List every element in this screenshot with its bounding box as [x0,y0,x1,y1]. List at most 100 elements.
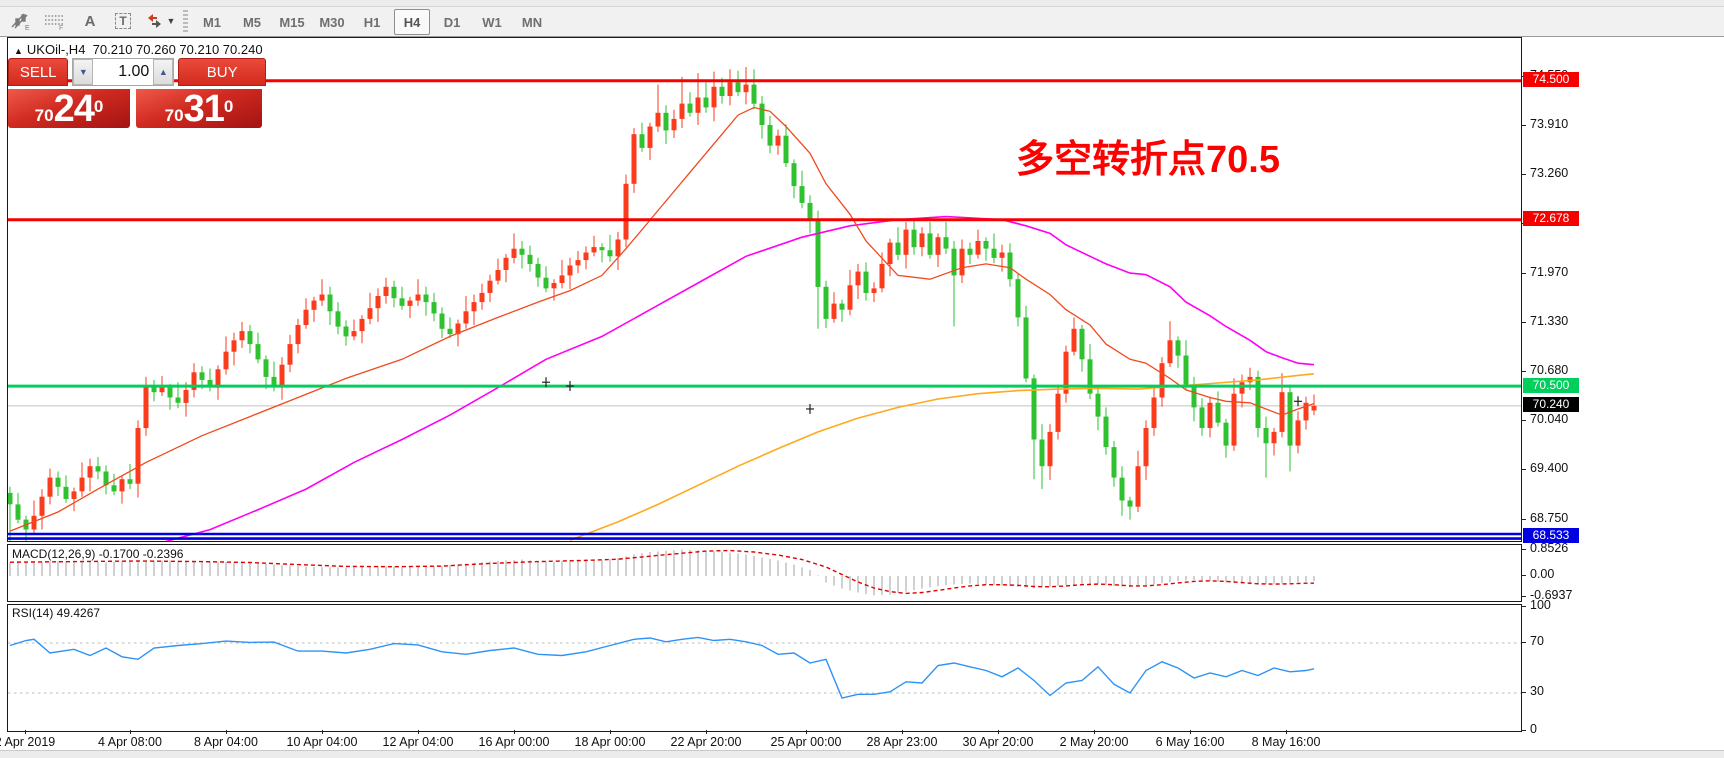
toolbar: E F A T ▼ M1 M5 M15 M30 H1 H4 D1 W1 MN [0,7,1724,37]
timeframe-button-M15[interactable]: M15 [279,14,305,30]
price-tag-70.240: 70.240 [1523,397,1579,412]
price-tag-74.500: 74.500 [1523,72,1579,87]
timeframe-button-MN[interactable]: MN [521,14,543,30]
timeframe-button-D1[interactable]: D1 [443,14,461,30]
volume-decrease-button[interactable]: ▼ [73,59,94,85]
toolbar-drag-handle[interactable] [183,10,188,32]
date-label: 28 Apr 23:00 [866,735,938,749]
price-tick-label: 30 [1530,684,1544,698]
date-tick-mark [25,730,26,734]
sell-button[interactable]: SELL [8,58,69,86]
axis-tick-mark [1521,730,1526,731]
date-tick-mark [1094,730,1095,734]
date-tick-mark [418,730,419,734]
date-tick-mark [322,730,323,734]
date-label: 10 Apr 04:00 [286,735,358,749]
sell-price-sup: 0 [93,97,104,116]
price-tick-label: 71.970 [1530,265,1569,279]
date-tick-mark [1190,730,1191,734]
text-box-icon[interactable]: T [110,9,136,33]
price-tick-label: 73.260 [1530,166,1569,180]
chart-symbol-header: ▲ UKOil-,H4 70.210 70.260 70.210 70.240 [14,42,263,57]
macd-panel[interactable] [7,544,1522,602]
price-tick-label: 70 [1530,634,1544,648]
buy-price-display[interactable]: 70 31 0 [136,88,262,128]
axis-tick-mark [1521,549,1526,550]
date-label: 2 Apr 2019 [0,735,56,749]
axis-tick-mark [1521,596,1526,597]
timeframe-button-M1[interactable]: M1 [202,14,222,30]
axis-tick-mark [1521,371,1526,372]
grid-pattern-icon[interactable]: F [40,9,70,33]
text-label-icon[interactable]: A [78,9,102,33]
date-label: 12 Apr 04:00 [382,735,454,749]
date-tick-mark [1286,730,1287,734]
text-box-glyph: T [115,13,131,29]
date-label: 2 May 20:00 [1059,735,1129,749]
window-top-edge [0,0,1724,7]
price-tick-label: 70.040 [1530,412,1569,426]
svg-text:E: E [25,25,30,31]
price-tag-72.678: 72.678 [1523,211,1579,226]
date-label: 4 Apr 08:00 [98,735,162,749]
axis-tick-mark [1521,575,1526,576]
chevron-down-icon: ▼ [166,16,176,26]
price-tick-label: 69.400 [1530,461,1569,475]
date-label: 16 Apr 00:00 [478,735,550,749]
price-tick-label: 68.750 [1530,511,1569,525]
date-label: 30 Apr 20:00 [962,735,1034,749]
axis-tick-mark [1521,519,1526,520]
volume-input[interactable] [93,59,154,85]
sell-price-main: 24 [53,88,95,130]
price-tag-70.500: 70.500 [1523,378,1579,393]
date-tick-mark [610,730,611,734]
date-label: 6 May 16:00 [1155,735,1225,749]
timeframe-button-H4[interactable]: H4 [394,9,430,35]
date-label: 8 Apr 04:00 [194,735,258,749]
indicator-sketch-icon[interactable]: E [6,9,36,33]
date-tick-mark [226,730,227,734]
timeframe-button-M5[interactable]: M5 [242,14,262,30]
date-tick-mark [902,730,903,734]
axis-tick-mark [1521,692,1526,693]
text-label-glyph: A [84,12,96,30]
macd-header: MACD(12,26,9) -0.1700 -0.2396 [12,547,184,561]
price-tag-68.533: 68.533 [1523,528,1579,543]
timeframe-button-W1[interactable]: W1 [482,14,502,30]
axis-tick-mark [1521,174,1526,175]
sell-price-display[interactable]: 70 24 0 [8,88,130,128]
volume-increase-button[interactable]: ▲ [153,59,174,85]
date-tick-mark [514,730,515,734]
price-tick-label: 0.00 [1530,567,1555,581]
chart-annotation-text: 多空转折点70.5 [1016,139,1280,181]
sell-price-prefix: 70 [34,106,54,125]
arrow-objects-dropdown-icon[interactable]: ▼ [142,9,178,33]
price-tick-label: 70.680 [1530,363,1569,377]
date-tick-mark [998,730,999,734]
date-label: 22 Apr 20:00 [670,735,742,749]
window-bottom-edge [0,750,1724,758]
collapse-triangle-icon[interactable]: ▲ [14,46,23,56]
buy-price-main: 31 [183,88,225,130]
date-label: 8 May 16:00 [1251,735,1321,749]
price-tick-label: 71.330 [1530,314,1569,328]
price-tick-label: 100 [1530,598,1551,612]
axis-tick-mark [1521,125,1526,126]
svg-text:F: F [59,25,63,31]
buy-button[interactable]: BUY [178,58,266,86]
date-tick-mark [706,730,707,734]
date-tick-mark [806,730,807,734]
axis-tick-mark [1521,273,1526,274]
timeframe-button-M30[interactable]: M30 [319,14,345,30]
axis-tick-mark [1521,606,1526,607]
symbol-ohlc-values: 70.210 70.260 70.210 70.240 [92,42,263,57]
price-tick-label: 73.910 [1530,117,1569,131]
rsi-panel[interactable] [7,604,1522,732]
price-tick-label: 0.8526 [1530,541,1569,555]
price-tick-label: -0.6937 [1530,588,1573,602]
timeframe-button-H1[interactable]: H1 [363,14,381,30]
volume-stepper: ▼ ▲ [72,58,175,86]
axis-tick-mark [1521,469,1526,470]
axis-tick-mark [1521,642,1526,643]
